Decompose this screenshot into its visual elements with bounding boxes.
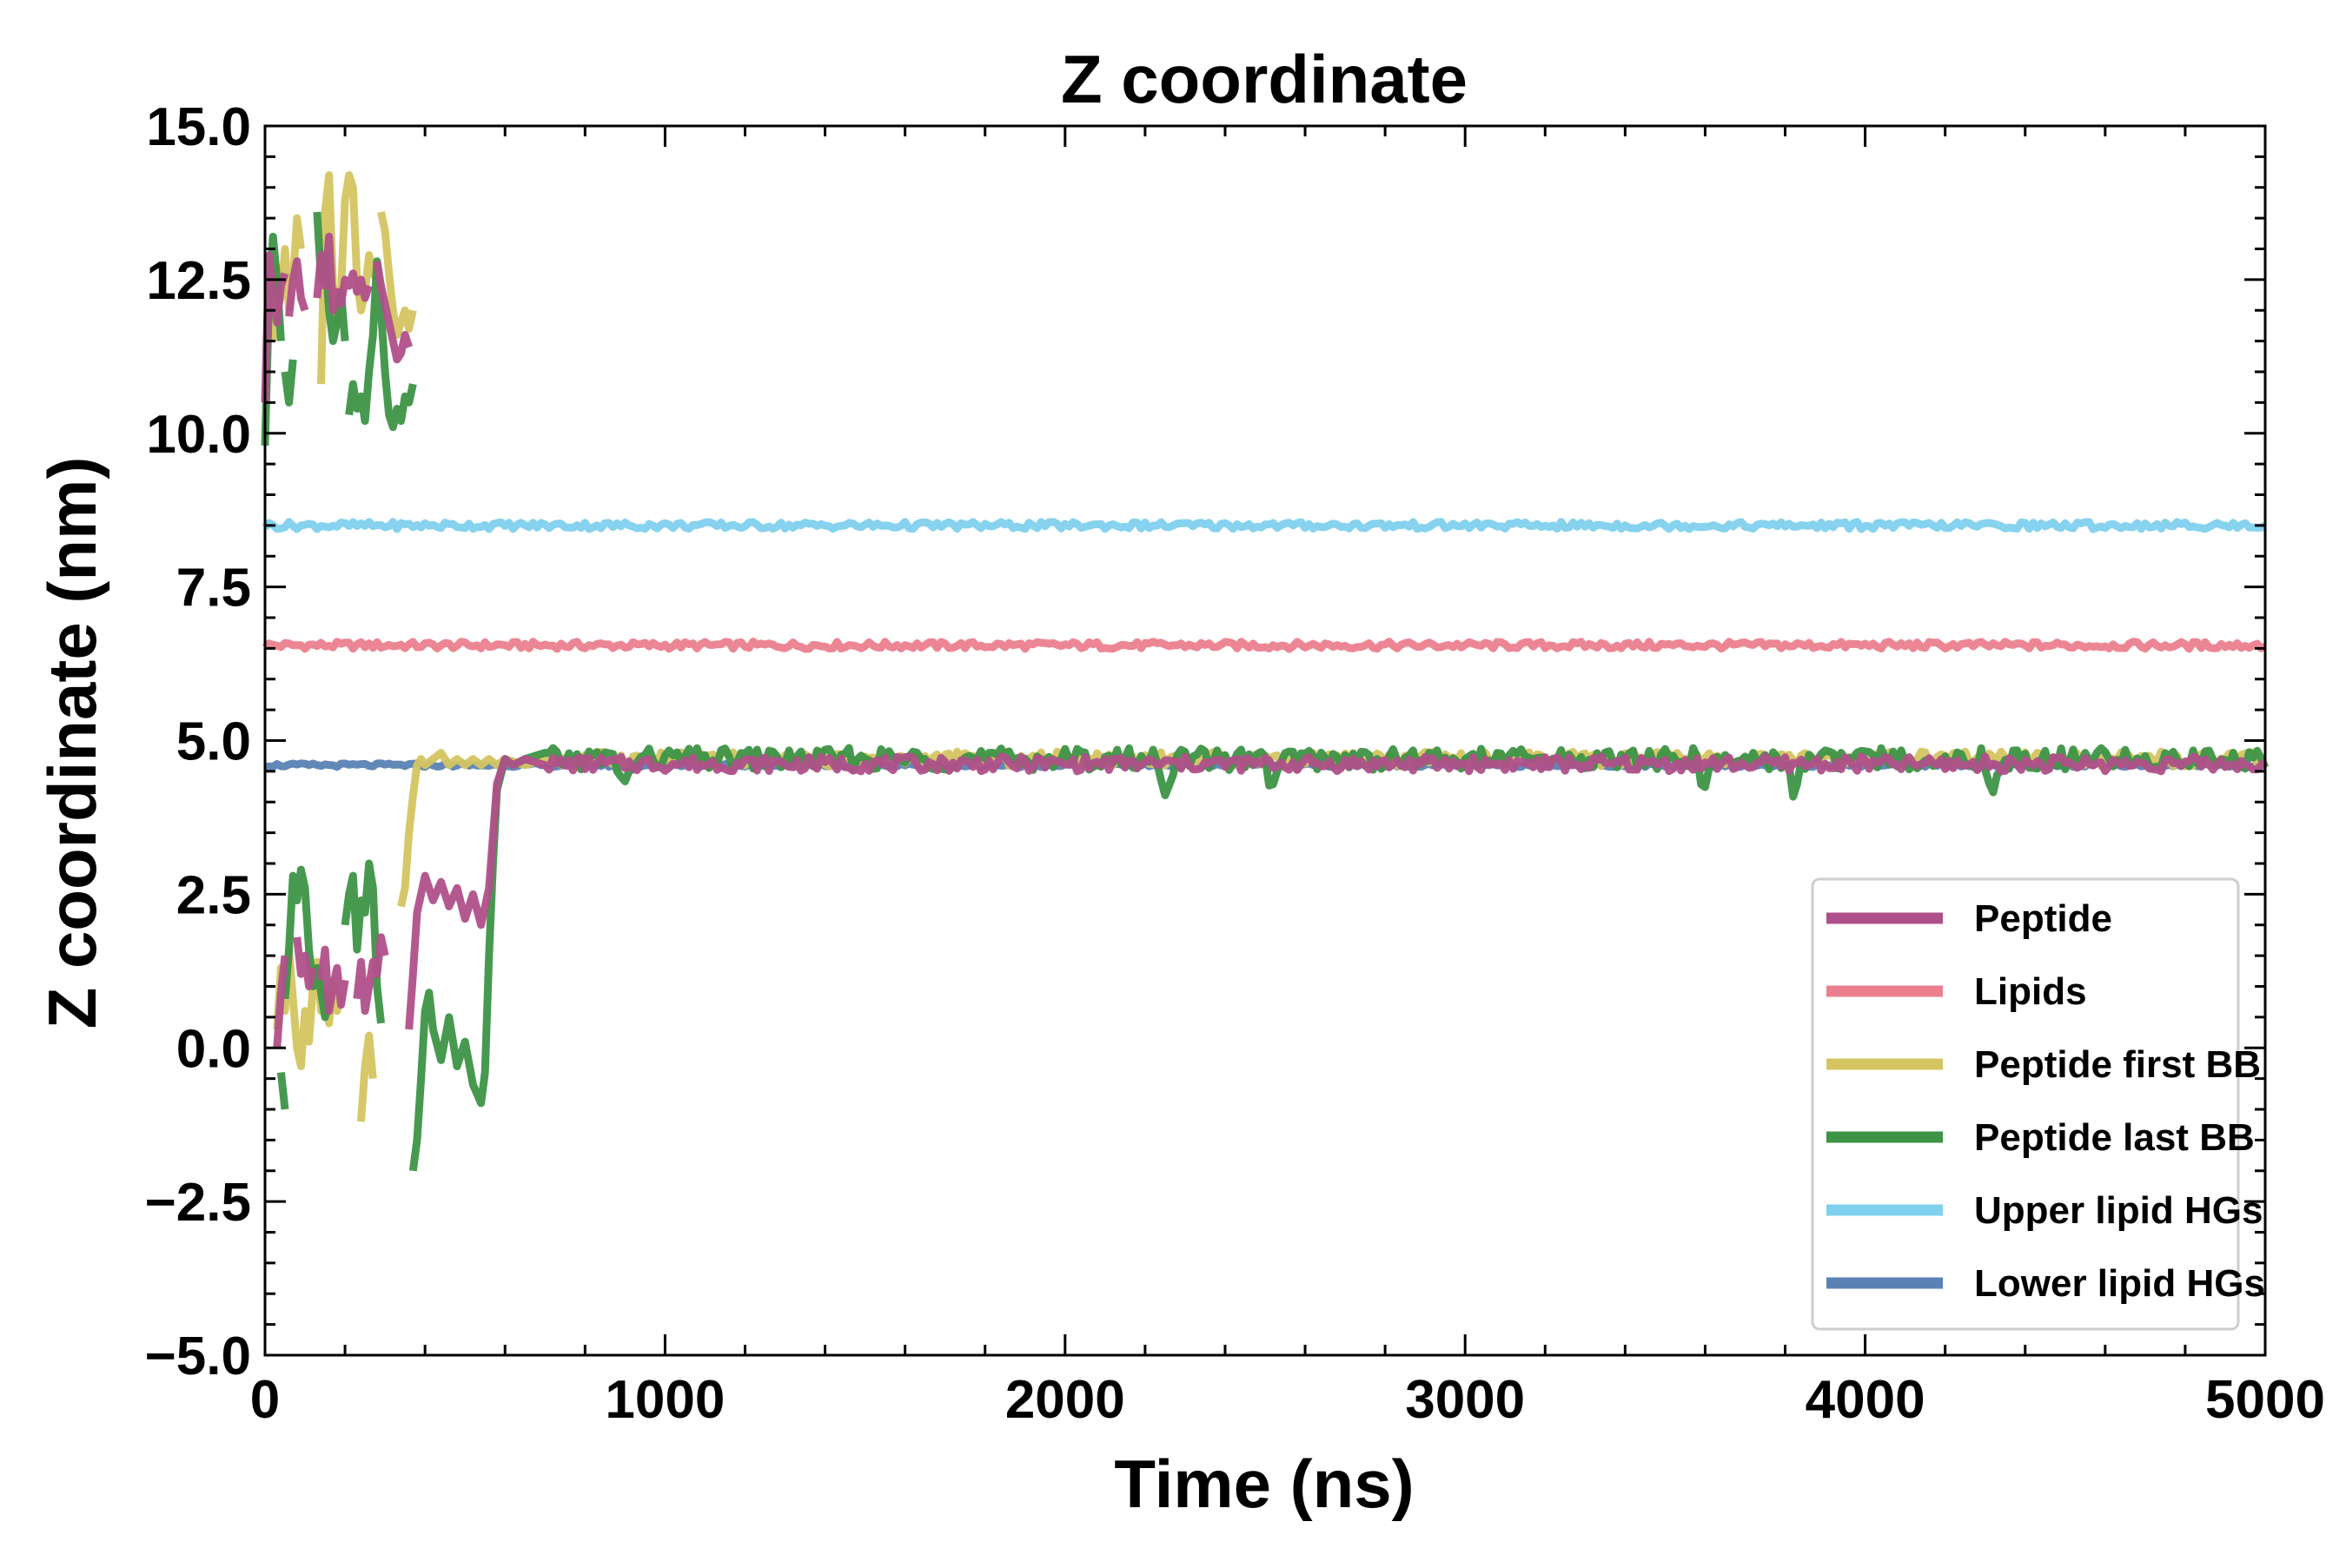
series-line-0-segment-6 xyxy=(317,945,349,1016)
y-tick-label: 5.0 xyxy=(176,712,251,772)
legend-label: Upper lipid HGs xyxy=(1974,1189,2263,1232)
legend-label: Peptide last BB xyxy=(1974,1116,2255,1159)
series-line-0-segment-8 xyxy=(405,752,2268,1030)
y-axis-label: Z coordinate (nm) xyxy=(34,457,110,1029)
series-line-3-segment-3 xyxy=(345,257,417,432)
series-line-3-segment-1 xyxy=(281,359,297,407)
legend-label: Lipids xyxy=(1974,970,2087,1013)
legend-label: Peptide first BB xyxy=(1974,1043,2261,1086)
y-tick-label: −2.5 xyxy=(145,1173,251,1233)
series-line-2-segment-3 xyxy=(377,211,417,339)
y-tick-label: 2.5 xyxy=(176,865,251,925)
legend: Peptide Lipids Peptide first BB Peptide las… xyxy=(1811,877,2265,1331)
x-tick-label: 4000 xyxy=(1806,1370,1925,1430)
legend-label: Lower lipid HGs xyxy=(1974,1262,2265,1305)
y-tick-label: −5.0 xyxy=(145,1327,251,1386)
x-tick-label: 2000 xyxy=(1005,1370,1125,1430)
x-tick-label: 3000 xyxy=(1405,1370,1525,1430)
series-line-3-segment-6 xyxy=(341,859,385,1024)
series-line-2-segment-2 xyxy=(317,171,381,385)
series-upper-lipid-hgs xyxy=(262,518,2268,533)
y-tick-label: 12.5 xyxy=(146,251,251,311)
series-line-3-segment-4 xyxy=(276,1072,289,1110)
x-tick-label: 0 xyxy=(250,1370,280,1430)
x-tick-label: 5000 xyxy=(2205,1370,2325,1430)
series-peptide xyxy=(261,232,2268,1049)
series-line-0-segment-2 xyxy=(313,232,373,314)
legend-label: Peptide xyxy=(1974,897,2112,940)
series-line-0-segment-4 xyxy=(273,955,289,1049)
y-tick-label: 7.5 xyxy=(176,559,251,619)
x-tick-label: 1000 xyxy=(605,1370,725,1430)
series-line-4-segment-0 xyxy=(262,518,2268,533)
chart-title: Z coordinate xyxy=(1061,41,1468,117)
series-line-0-segment-5 xyxy=(293,936,317,990)
series-lipids xyxy=(262,638,2267,653)
y-tick-label: 0.0 xyxy=(176,1019,251,1079)
series-line-0-segment-3 xyxy=(373,260,413,364)
axes: 0 1000 2000 3000 4000 5000 −5.0 −2.5 0.0 2.5 5.0 7.… xyxy=(145,97,2325,1430)
y-tick-label: 10.0 xyxy=(146,405,251,465)
series-line-1-segment-0 xyxy=(262,638,2267,653)
x-axis-label: Time (ns) xyxy=(1114,1446,1414,1522)
series-line-2-segment-5 xyxy=(357,1031,377,1122)
series-line-0-segment-1 xyxy=(285,257,309,317)
series-line-3-segment-5 xyxy=(281,865,334,1022)
series-line-0-segment-7 xyxy=(353,933,389,1016)
y-tick-label: 15.0 xyxy=(146,97,251,157)
plot-area xyxy=(261,171,2270,1172)
